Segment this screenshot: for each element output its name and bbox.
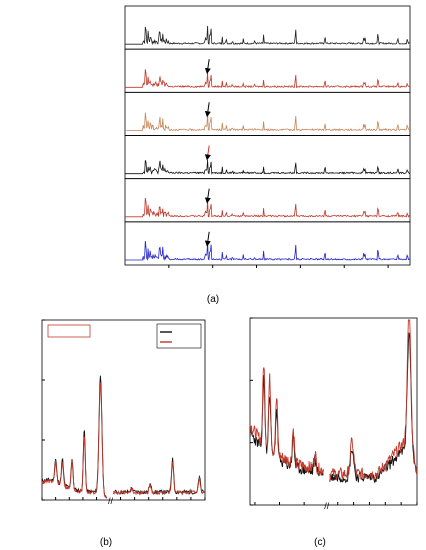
spectrum-line-S4 (125, 112, 411, 132)
panel-c-label: (c) (314, 537, 326, 548)
cn-band-arrow (204, 145, 211, 161)
plot-frame (41, 319, 206, 501)
panel-c-c2-bands-chart: // (249, 317, 418, 511)
axis-break: // (108, 496, 114, 506)
plot-frame (249, 317, 418, 506)
panel-b-label: (b) (100, 537, 112, 548)
subplot-frame-S4 (124, 91, 411, 136)
subplot-frame-S3 (124, 135, 411, 180)
cn-band-arrow (204, 59, 211, 75)
series-line-argon (41, 382, 205, 499)
spectrum-line-S1 (125, 240, 410, 261)
axis-break: // (324, 501, 330, 511)
series-line-air (41, 375, 205, 499)
series-line-air (249, 332, 418, 484)
panel-b-cn-bands-chart: // (41, 319, 206, 506)
sample-label-box (47, 324, 91, 338)
spectrum-line-S2 (125, 197, 411, 218)
subplot-frame-S1 (124, 221, 411, 266)
spectrum-line-S5 (125, 69, 411, 89)
subplot-frame-S2 (124, 178, 411, 223)
series-line-argon (249, 319, 418, 481)
panel-a-label: (a) (207, 294, 219, 305)
spectrum-line-S6 (125, 25, 411, 46)
legend-box (156, 323, 202, 349)
panel-a-stacked-spectra (124, 5, 411, 268)
cn-band-arrow (204, 102, 211, 118)
spectrum-line-S3 (125, 159, 411, 175)
cn-band-arrow (204, 231, 211, 247)
cn-band-arrow (204, 188, 211, 204)
